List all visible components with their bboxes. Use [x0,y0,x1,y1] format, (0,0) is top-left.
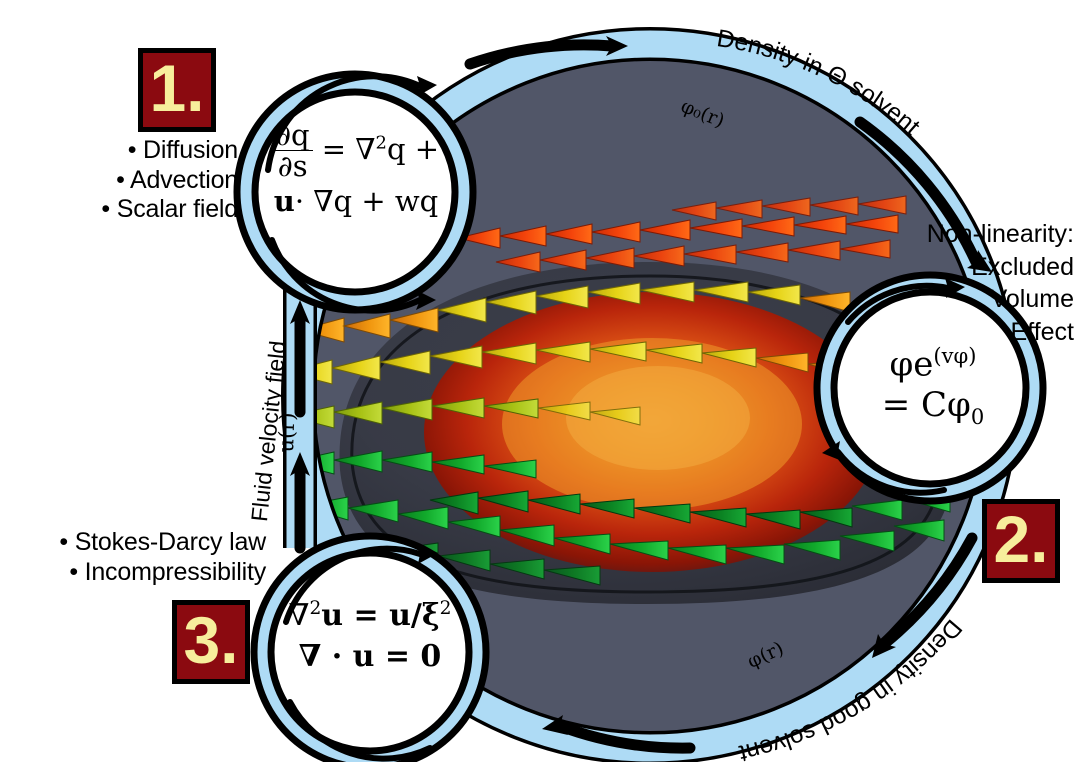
node-1-bullet-0: • Diffusion [127,136,239,164]
vector-row-6 [429,490,951,530]
node-2-note-0: Non-linearity: [926,220,1074,248]
eq2-rhs: = Cφ [881,385,971,426]
eq3-nabla-exponent: 2 [309,598,322,619]
eq2-rhs-subscript: 0 [970,403,985,429]
step-badge-3: 3. [172,600,250,684]
node-1-circle[interactable] [233,70,477,314]
step-badge-1: 1. [138,48,216,132]
eq1-rhs-head: = ∇ [321,131,376,166]
step-badge-1-label: 1. [149,51,205,125]
node-2-note-3: Effect [1010,317,1074,346]
eq3-xi-exponent: 2 [439,598,452,619]
node-3-equation: ∇2u = u/ξ2 ∇ · u = 0 [270,590,470,681]
step-badge-2: 2. [982,499,1060,583]
eq3-nabla: ∇ [288,598,310,633]
eq1-fraction: ∂q ∂s [272,120,313,184]
eq3-lhs-tail: u = u/ξ [321,598,440,633]
node-circles [233,70,1047,762]
node-1-bullets: • Diffusion • Advection • Scalar field [0,136,240,225]
node-rotation-arrows [265,73,965,762]
node-3-bullet-0: • Stokes-Darcy law [59,528,266,556]
edge-symbol-u-of-r: u(r) [274,412,300,453]
eq1-denominator: ∂s [277,149,308,184]
eq1-laplacian-exponent: 2 [375,132,387,154]
eq2-base: φe [889,344,934,385]
node-1-equation: ∂q ∂s = ∇2q + u· ∇q + wq [246,120,466,216]
eq1-rhs-tail: q + [386,131,440,166]
node-3-bullet-1: • Incompressibility [69,557,266,586]
node-2-note: Non-linearity: Excluded Volume Effect [860,218,1074,348]
node-2-note-2: Volume [990,285,1074,313]
center-visualization [297,43,1003,749]
node-1-bullet-1: • Advection [116,165,238,194]
vector-row-1 [457,195,907,273]
eq1-numerator: ∂q [272,120,313,152]
node-3-circle[interactable] [250,532,490,762]
node-2-circle[interactable] [813,271,1047,505]
step-badge-3-label: 3. [183,603,239,677]
eq1-velocity-vector: u [273,183,295,218]
node-1-bullet-2: • Scalar field [101,195,238,223]
eq2-exponent: (vφ) [933,343,977,368]
eq1-advection-tail: · ∇q + wq [294,183,439,218]
step-badge-2-label: 2. [993,502,1049,576]
node-2-note-1: Excluded [971,252,1074,281]
flow-arrows [290,36,992,754]
node-3-bullets: • Stokes-Darcy law • Incompressibility [0,528,268,587]
eq3-divergence: ∇ · u = 0 [298,638,442,674]
node-2-equation: φe(vφ) = Cφ0 [838,340,1028,433]
